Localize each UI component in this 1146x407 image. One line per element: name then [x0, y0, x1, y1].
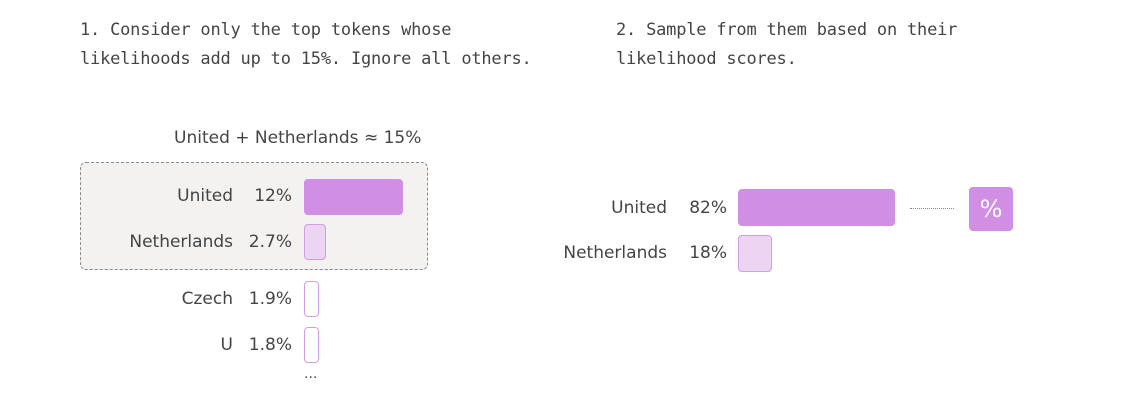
left-bar-netherlands — [304, 224, 326, 260]
step-2-line-1: 2. Sample from them based on their — [616, 20, 958, 40]
step-1-caption: 1. Consider only the top tokens whose li… — [80, 16, 532, 74]
left-bar-united — [304, 179, 403, 215]
step-2-line-2: likelihood scores. — [616, 49, 797, 69]
token-pct: 2.7% — [248, 232, 292, 252]
token-name: United — [177, 186, 233, 206]
left-token-row-netherlands: Netherlands 2.7% — [100, 223, 292, 261]
token-name: Netherlands — [563, 243, 667, 263]
token-name: U — [220, 335, 233, 355]
right-token-row-netherlands: Netherlands 18% — [540, 234, 727, 272]
percent-icon: % — [969, 187, 1013, 231]
group-label: United + Netherlands ≈ 15% — [174, 128, 422, 148]
step-1-line-2: likelihoods add up to 15%. Ignore all ot… — [80, 49, 532, 69]
sampling-connector-line — [910, 208, 954, 209]
right-token-row-united: United 82% — [540, 189, 727, 227]
token-pct: 1.8% — [248, 335, 292, 355]
right-bar-netherlands — [738, 235, 772, 272]
left-bar-u — [304, 327, 319, 363]
token-pct: 1.9% — [248, 289, 292, 309]
token-pct: 18% — [689, 243, 727, 263]
more-tokens-ellipsis: ... — [304, 366, 318, 382]
token-name: Netherlands — [129, 232, 233, 252]
token-pct: 12% — [254, 186, 292, 206]
left-token-row-u: U 1.8% — [100, 326, 292, 364]
step-1-line-1: 1. Consider only the top tokens whose — [80, 20, 452, 40]
right-bar-united — [738, 189, 895, 226]
token-pct: 82% — [689, 198, 727, 218]
token-name: Czech — [181, 289, 233, 309]
step-2-caption: 2. Sample from them based on their likel… — [616, 16, 957, 74]
left-bar-czech — [304, 281, 319, 317]
left-token-row-united: United 12% — [100, 177, 292, 215]
token-name: United — [611, 198, 667, 218]
left-token-row-czech: Czech 1.9% — [100, 280, 292, 318]
